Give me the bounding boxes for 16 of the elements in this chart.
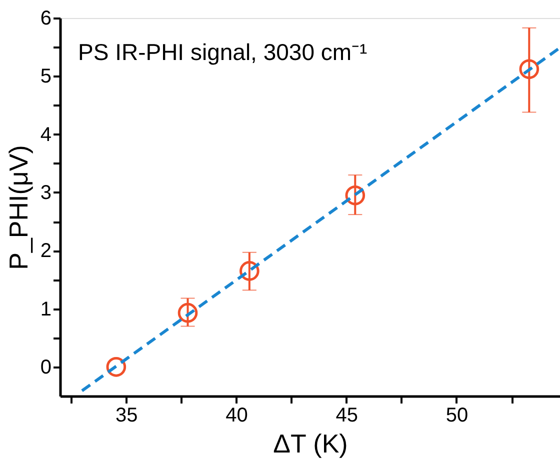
y-tick-label: 3 [40,182,52,204]
y-tick-label: 5 [40,66,52,88]
x-tick-label: 35 [115,404,138,426]
y-axis-title: P_PHI(μV) [3,145,34,270]
x-tick-label: 40 [226,404,248,426]
point [178,302,198,323]
y-tick-label: 6 [40,8,52,30]
annotation: PS IR-PHI signal, 3030 cm⁻¹ [78,39,368,65]
x-tick-label: 50 [446,404,468,426]
x-tick-label: 45 [336,404,358,426]
point [519,59,540,80]
y-tick-label: 4 [40,124,52,146]
y-tick-label: 2 [40,240,52,262]
y-tick-label: 1 [40,298,52,320]
x-axis-title: ΔT (K) [273,428,348,458]
y-tick-label: 0 [40,356,52,378]
